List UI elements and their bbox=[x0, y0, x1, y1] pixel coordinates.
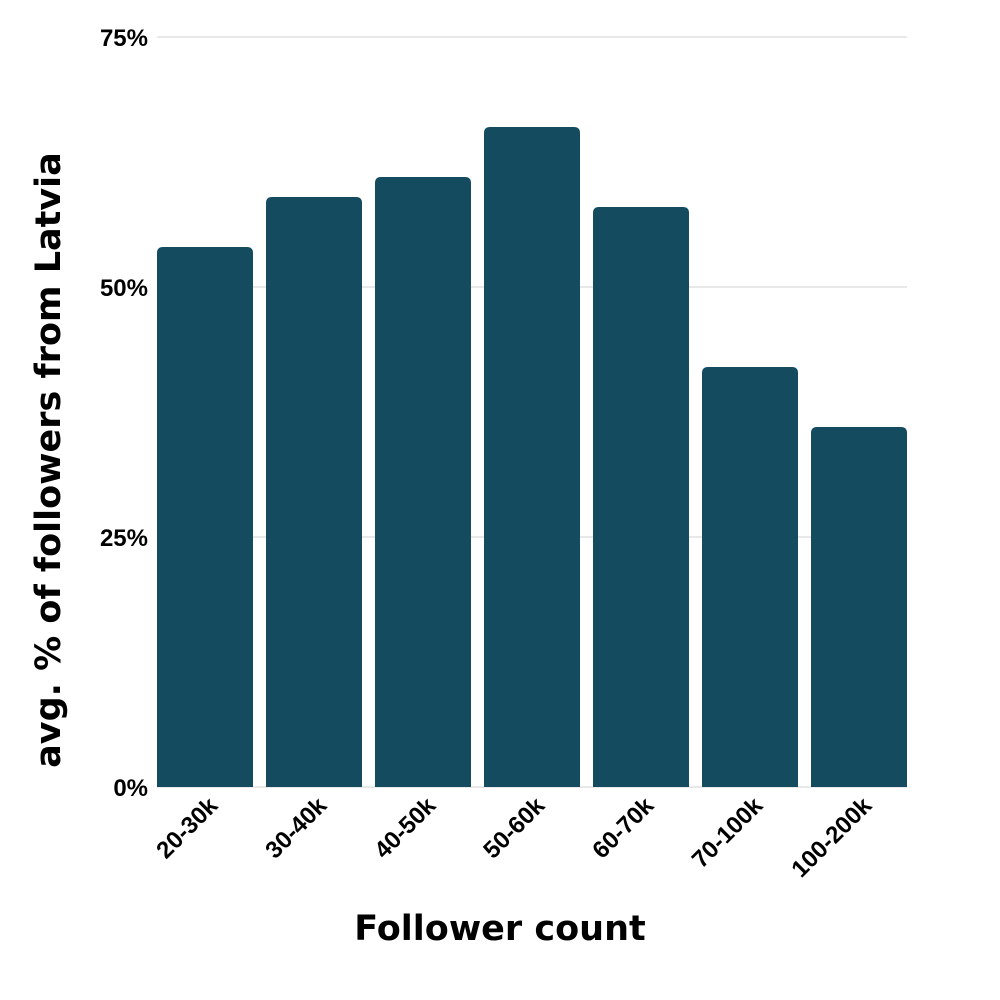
x-axis-tick-labels: 20-30k 30-40k 40-50k 50-60k 60-70k 70-100k 100… bbox=[151, 792, 877, 883]
x-tick-label: 60-70k bbox=[587, 792, 659, 864]
y-tick-label: 0% bbox=[113, 775, 148, 802]
bar-50-60k bbox=[484, 127, 580, 787]
x-tick-label: 100-200k bbox=[786, 792, 877, 883]
x-tick-label: 50-60k bbox=[478, 792, 550, 864]
bar-30-40k bbox=[266, 197, 362, 787]
bar-20-30k bbox=[157, 247, 253, 787]
y-axis-tick-labels: 0% 25% 50% 75% bbox=[100, 25, 148, 802]
x-tick-label: 40-50k bbox=[369, 792, 441, 864]
x-tick-label: 30-40k bbox=[260, 792, 332, 864]
y-axis-title: avg. % of followers from Latvia bbox=[29, 152, 69, 768]
x-tick-label: 70-100k bbox=[687, 792, 769, 874]
bars bbox=[157, 127, 907, 787]
bar-60-70k bbox=[593, 207, 689, 787]
y-tick-label: 25% bbox=[100, 525, 148, 552]
bar-40-50k bbox=[375, 177, 471, 787]
x-axis-title: Follower count bbox=[354, 909, 645, 949]
y-tick-label: 50% bbox=[100, 275, 148, 302]
x-tick-label: 20-30k bbox=[151, 792, 223, 864]
y-tick-label: 75% bbox=[100, 25, 148, 52]
bar-70-100k bbox=[702, 367, 798, 787]
bar-100-200k bbox=[811, 427, 907, 787]
